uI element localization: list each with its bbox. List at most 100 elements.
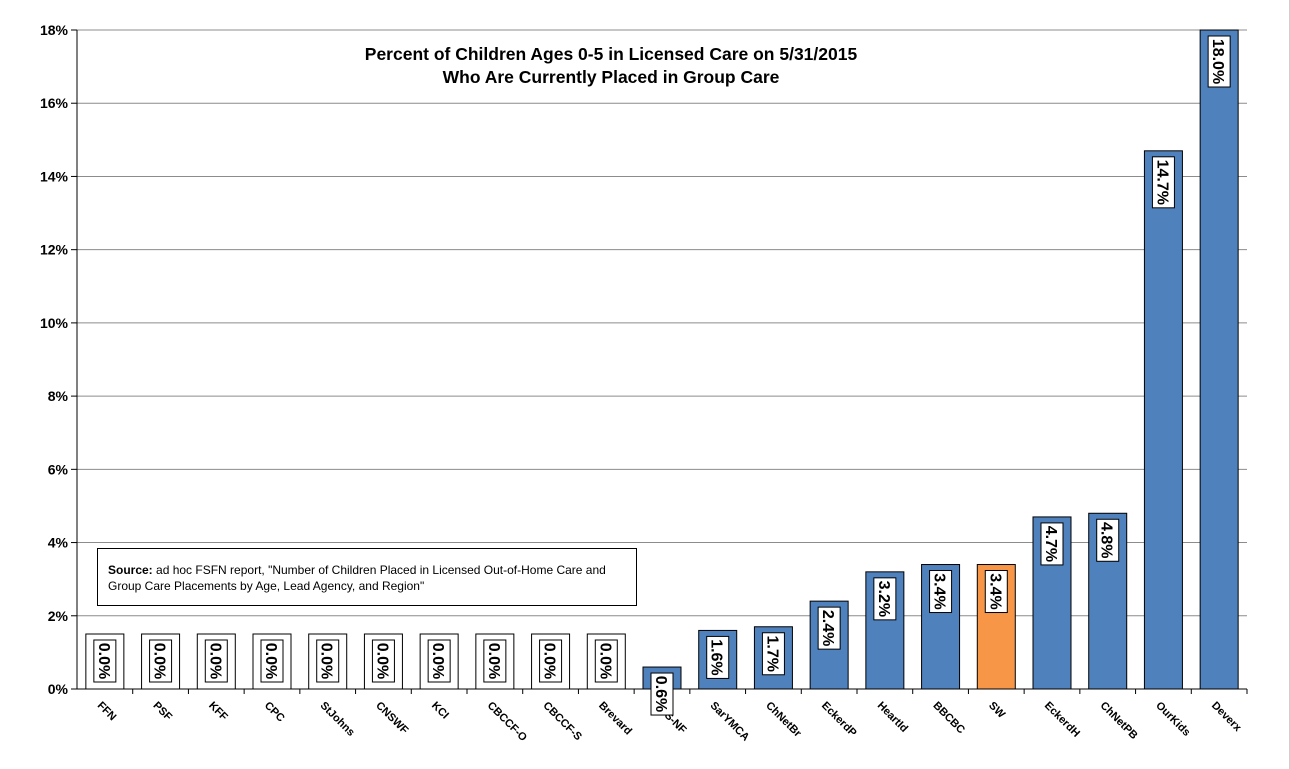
data-label-fss-nf: 0.6%	[650, 672, 674, 716]
data-label-text: 1.7%	[763, 636, 780, 672]
data-label-box	[1040, 522, 1064, 566]
data-label-text: 0.0%	[485, 643, 502, 679]
data-label-cnswf: 0.0%	[371, 639, 395, 683]
data-label-text: 3.2%	[875, 581, 892, 617]
chart-title-line2: Who Are Currently Placed in Group Care	[443, 67, 780, 87]
data-label-text: 3.4%	[986, 573, 1003, 609]
category-label: SW	[986, 700, 1007, 721]
y-tick-label: 12%	[40, 242, 69, 258]
data-label-heartid: 3.2%	[873, 577, 897, 621]
data-label-box	[539, 639, 563, 683]
source-note: Source: ad hoc FSFN report, "Number of C…	[97, 548, 637, 606]
data-label-chnetbr: 1.7%	[761, 632, 785, 676]
data-label-box	[149, 639, 173, 683]
data-label-ourkids: 14.7%	[1151, 156, 1175, 209]
data-label-text: 0.0%	[206, 643, 223, 679]
data-label-text: 0.6%	[652, 676, 669, 712]
data-label-box	[929, 570, 953, 614]
data-label-cbccf-o: 0.0%	[483, 639, 507, 683]
category-label: KFF	[206, 700, 230, 724]
data-label-eckerdp: 2.4%	[817, 606, 841, 650]
data-label-text: 4.7%	[1042, 526, 1059, 562]
category-label: CPC	[262, 700, 287, 725]
data-label-cpc: 0.0%	[260, 639, 284, 683]
data-label-text: 2.4%	[819, 610, 836, 646]
data-label-chnetpb: 4.8%	[1096, 518, 1120, 562]
gridlines	[77, 29, 1247, 617]
data-label-box	[260, 639, 284, 683]
data-label-box	[1096, 518, 1120, 562]
data-label-text: 14.7%	[1153, 160, 1170, 205]
data-label-box	[761, 632, 785, 676]
data-label-box	[1151, 156, 1175, 209]
data-label-bbcbc: 3.4%	[929, 570, 953, 614]
category-label: EckerdP	[819, 700, 859, 740]
data-label-box	[204, 639, 228, 683]
data-label-deverx: 18.0%	[1207, 35, 1231, 88]
data-label-kci: 0.0%	[427, 639, 451, 683]
data-label-text: 0.0%	[429, 643, 446, 679]
category-label: FFN	[95, 700, 119, 724]
y-tick-label: 10%	[40, 315, 69, 331]
data-label-text: 4.8%	[1098, 522, 1115, 558]
data-label-box	[706, 635, 730, 679]
data-label-box	[371, 639, 395, 683]
y-tick-label: 2%	[48, 608, 69, 624]
data-label-eckerdh: 4.7%	[1040, 522, 1064, 566]
data-label-text: 0.0%	[596, 643, 613, 679]
data-label-box	[316, 639, 340, 683]
data-label-box	[650, 672, 674, 716]
data-label-text: 0.0%	[373, 643, 390, 679]
category-label: CNSWF	[373, 700, 410, 737]
y-tick-label: 18%	[40, 22, 69, 38]
source-label: Source:	[108, 563, 153, 577]
data-label-box	[483, 639, 507, 683]
data-label-kff: 0.0%	[204, 639, 228, 683]
category-label: Deverx	[1209, 700, 1244, 735]
bars	[85, 29, 1239, 690]
data-label-text: 0.0%	[95, 643, 112, 679]
category-label: CBCCF-S	[540, 700, 583, 743]
category-label: BBCBC	[930, 700, 967, 737]
data-label-text: 0.0%	[262, 643, 279, 679]
data-label-stjohns: 0.0%	[316, 639, 340, 683]
data-label-text: 18.0%	[1209, 39, 1226, 84]
y-tick-label: 8%	[48, 388, 69, 404]
category-label: StJohns	[318, 700, 357, 739]
data-label-sarymca: 1.6%	[706, 635, 730, 679]
data-label-cbccf-s: 0.0%	[539, 639, 563, 683]
data-label-text: 0.0%	[541, 643, 558, 679]
data-label-text: 0.0%	[318, 643, 335, 679]
source-text: ad hoc FSFN report, "Number of Children …	[108, 563, 606, 593]
category-label: SarYMCA	[708, 700, 752, 744]
data-labels: 0.0% 0.0% 0.0% 0.0% 0.0% 0.0% 0.0% 0.0% 0.0% 0.0%…	[93, 35, 1231, 716]
data-label-psf: 0.0%	[149, 639, 173, 683]
data-label-text: 0.0%	[151, 643, 168, 679]
data-label-box	[427, 639, 451, 683]
category-label: EckerdH	[1042, 700, 1082, 740]
category-label: KCI	[429, 700, 451, 722]
category-label: ChNetPB	[1098, 700, 1140, 742]
y-tick-label: 0%	[48, 681, 69, 697]
data-label-brevard: 0.0%	[594, 639, 618, 683]
data-label-text: 1.6%	[708, 639, 725, 675]
bar-ourkids	[1143, 150, 1183, 690]
y-tick-label: 6%	[48, 461, 69, 477]
data-label-box	[984, 570, 1008, 614]
bar-deverx	[1199, 29, 1239, 690]
category-label: OurKids	[1153, 700, 1192, 739]
y-tick-label: 16%	[40, 95, 69, 111]
category-label: HeartId	[875, 700, 910, 735]
category-label: CBCCF-O	[485, 700, 530, 745]
data-label-box	[817, 606, 841, 650]
y-tick-labels: 0% 2% 4% 6% 8% 10% 12% 14% 16% 18%	[40, 22, 69, 697]
data-label-sw: 3.4%	[984, 570, 1008, 614]
category-label: PSF	[150, 700, 174, 724]
chart-title-line1: Percent of Children Ages 0-5 in Licensed…	[365, 44, 858, 64]
data-label-box	[873, 577, 897, 621]
data-label-ffn: 0.0%	[93, 639, 117, 683]
data-label-text: 3.4%	[931, 573, 948, 609]
data-label-box	[93, 639, 117, 683]
data-label-box	[594, 639, 618, 683]
